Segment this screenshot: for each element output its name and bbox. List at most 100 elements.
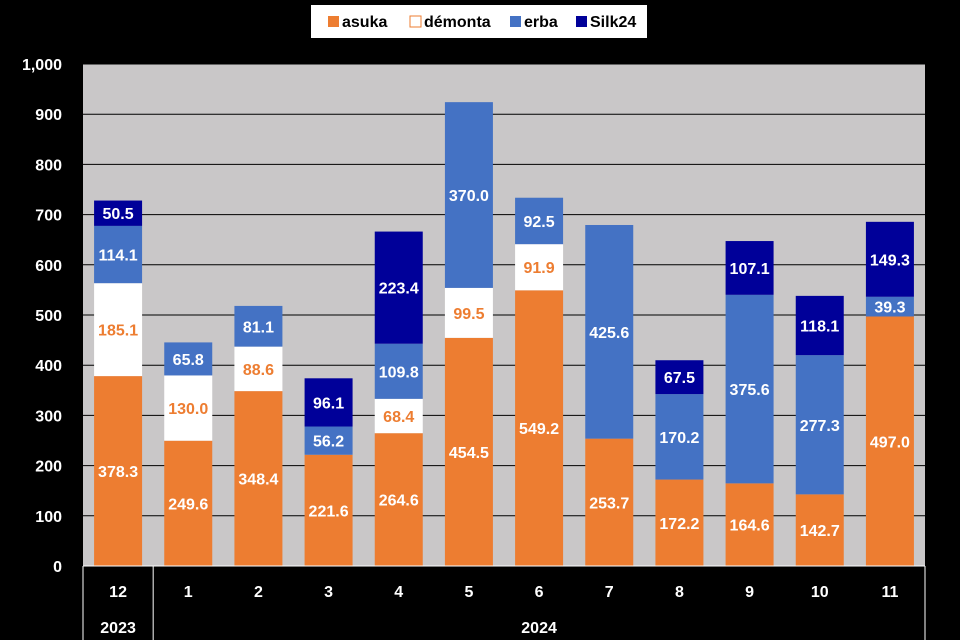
- x-tick-label: 10: [811, 584, 829, 601]
- x-tick-label: 7: [605, 584, 614, 601]
- y-tick-label: 1,000: [22, 57, 62, 74]
- data-label-erba: 109.8: [379, 364, 419, 381]
- data-label-erba: 170.2: [659, 430, 699, 447]
- data-label-silk24: 223.4: [379, 281, 419, 298]
- bar-segment-asuka: [304, 454, 353, 566]
- data-label-demonta: 99.5: [453, 306, 484, 323]
- bar-segment-erba: [164, 342, 213, 376]
- bar-segment-asuka: [444, 337, 493, 566]
- y-tick-label: 500: [35, 308, 62, 325]
- x-tick-label: 4: [394, 584, 403, 601]
- year-group-label: 2024: [521, 620, 557, 637]
- bar-segment-erba: [585, 224, 634, 439]
- data-label-silk24: 96.1: [313, 395, 344, 412]
- bar-segment-erba: [94, 225, 143, 284]
- data-label-erba: 370.0: [449, 188, 489, 205]
- data-label-silk24: 149.3: [870, 252, 910, 269]
- data-label-asuka: 378.3: [98, 464, 138, 481]
- bar-segment-asuka: [234, 391, 283, 566]
- x-tick-label: 11: [881, 584, 898, 601]
- x-tick-label: 2: [254, 584, 263, 601]
- bar-segment-silk24: [725, 241, 774, 295]
- data-label-erba: 375.6: [730, 382, 770, 399]
- bar-segment-demonta: [164, 375, 213, 441]
- data-label-asuka: 253.7: [589, 495, 629, 512]
- bar-segment-erba: [304, 426, 353, 455]
- x-tick-label: 12: [109, 584, 127, 601]
- bar-segment-silk24: [94, 200, 143, 226]
- data-label-erba: 65.8: [173, 352, 204, 369]
- bar-segment-demonta: [374, 398, 423, 434]
- data-label-erba: 92.5: [524, 214, 555, 231]
- legend-label-asuka: asuka: [342, 14, 387, 31]
- data-label-asuka: 549.2: [519, 421, 559, 438]
- data-label-asuka: 264.6: [379, 493, 419, 510]
- bar-segment-erba: [865, 296, 914, 317]
- legend-label-erba: erba: [524, 14, 558, 31]
- bar-segment-asuka: [655, 479, 704, 566]
- bar-segment-asuka: [164, 440, 213, 566]
- bar-segment-erba: [655, 394, 704, 480]
- bar-segment-silk24: [304, 378, 353, 427]
- bar-segment-erba: [795, 355, 844, 495]
- bar-segment-erba: [725, 294, 774, 484]
- legend-swatch-erba: [510, 16, 521, 27]
- bar-segment-erba: [374, 343, 423, 399]
- y-tick-label: 700: [35, 208, 62, 225]
- data-label-asuka: 454.5: [449, 445, 489, 462]
- y-tick-label: 0: [53, 559, 62, 576]
- data-label-asuka: 221.6: [309, 503, 349, 520]
- data-label-erba: 81.1: [243, 319, 274, 336]
- data-label-asuka: 497.0: [870, 434, 910, 451]
- bar-segment-asuka: [865, 316, 914, 566]
- bar-segment-demonta: [515, 244, 564, 291]
- x-tick-label: 9: [745, 584, 754, 601]
- data-label-asuka: 142.7: [800, 523, 840, 540]
- x-tick-label: 5: [464, 584, 473, 601]
- x-tick-label: 6: [535, 584, 544, 601]
- legend-swatch-silk24: [576, 16, 587, 27]
- legend-swatch-asuka: [328, 16, 339, 27]
- legend: asuka démonta erba Silk24: [311, 5, 647, 38]
- data-label-erba: 425.6: [589, 325, 629, 342]
- bar-segment-silk24: [374, 231, 423, 344]
- y-tick-label: 200: [35, 459, 62, 476]
- bars: [94, 102, 914, 566]
- data-label-silk24: 107.1: [730, 261, 770, 278]
- data-label-erba: 114.1: [99, 248, 138, 265]
- legend-box: [311, 5, 647, 38]
- legend-swatch-demonta: [409, 15, 422, 28]
- year-group-label: 2023: [100, 620, 136, 637]
- bar-segment-demonta: [444, 287, 493, 338]
- data-label-asuka: 172.2: [659, 516, 699, 533]
- y-tick-label: 600: [35, 258, 62, 275]
- y-tick-label: 900: [35, 107, 62, 124]
- data-labels: 378.3 185.1 114.1 50.5 249.6 130.0 65.8 348.4 88…: [98, 188, 910, 540]
- data-label-demonta: 185.1: [98, 323, 138, 340]
- data-label-demonta: 91.9: [524, 260, 555, 277]
- data-label-silk24: 67.5: [664, 370, 695, 387]
- y-tick-label: 100: [35, 509, 62, 526]
- legend-label-silk24: Silk24: [590, 14, 636, 31]
- bar-segment-demonta: [234, 346, 283, 392]
- data-label-demonta: 130.0: [168, 401, 208, 418]
- x-tick-label: 1: [184, 584, 193, 601]
- data-label-erba: 56.2: [313, 434, 344, 451]
- x-tick-label: 3: [324, 584, 333, 601]
- bar-segment-silk24: [655, 360, 704, 395]
- bar-segment-erba: [234, 305, 283, 347]
- data-label-erba: 277.3: [800, 418, 840, 435]
- data-label-demonta: 68.4: [383, 409, 414, 426]
- bar-segment-asuka: [585, 438, 634, 566]
- bar-segment-demonta: [94, 283, 143, 377]
- plot-area: [83, 63, 925, 567]
- y-tick-label: 800: [35, 157, 62, 174]
- bar-segment-asuka: [374, 433, 423, 566]
- data-label-erba: 39.3: [874, 300, 905, 317]
- data-label-asuka: 164.6: [730, 518, 770, 535]
- bar-segment-asuka: [515, 290, 564, 566]
- data-label-asuka: 348.4: [238, 472, 278, 489]
- data-label-demonta: 88.6: [243, 362, 274, 379]
